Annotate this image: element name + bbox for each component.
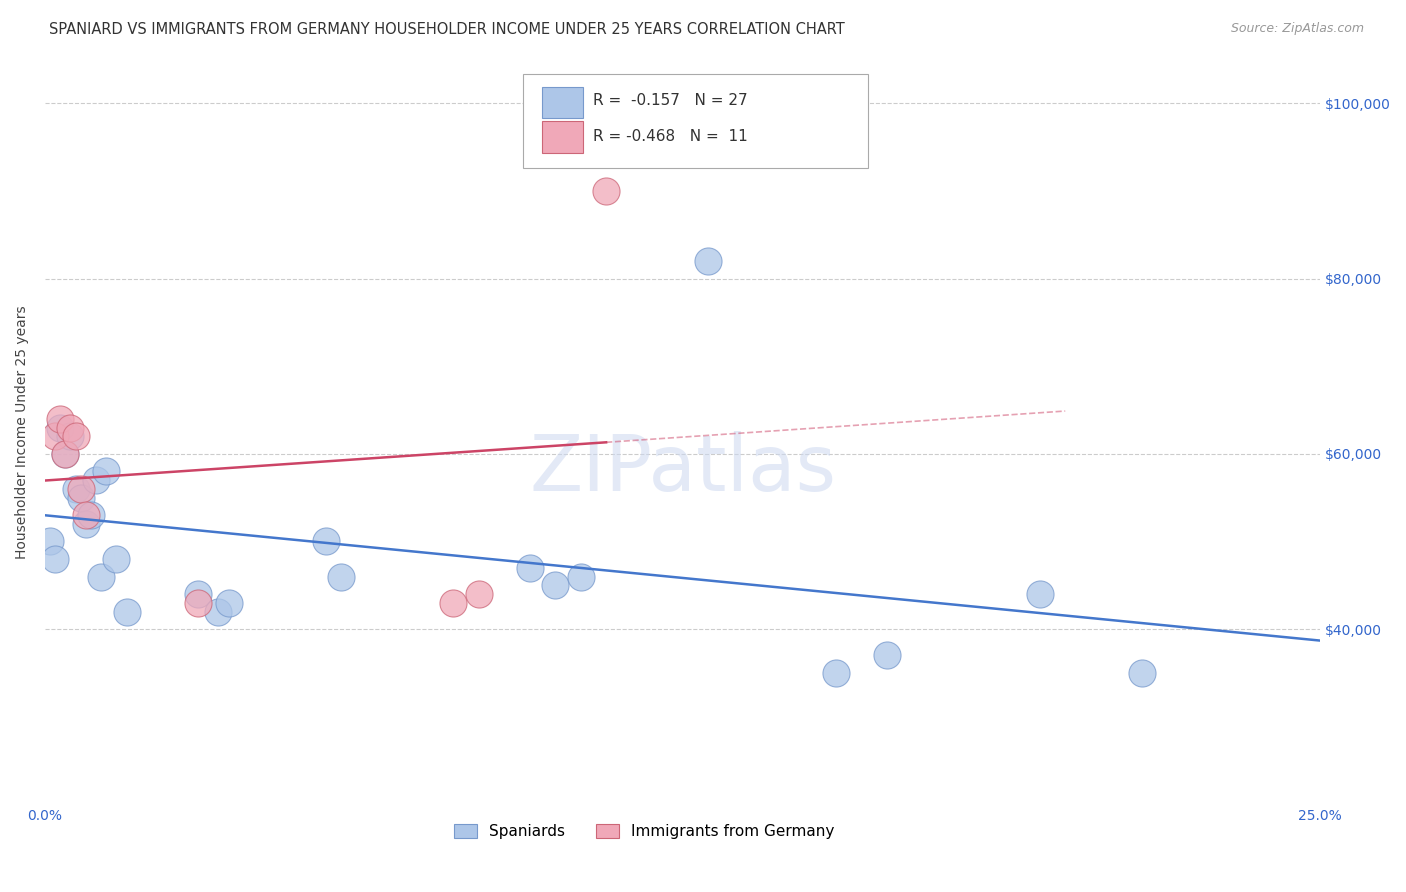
Point [1028,587,1050,601]
Point [59,429,82,443]
Point [90,569,112,583]
Point [569,569,592,583]
Point [467,587,489,601]
Point [595,184,617,198]
Point [187,587,209,601]
Y-axis label: Householder Income Under 25 years: Householder Income Under 25 years [15,305,30,558]
Point [218,596,240,610]
Text: R =  -0.157   N = 27: R = -0.157 N = 27 [593,93,748,108]
Point [65,482,87,496]
Point [441,596,464,610]
Point [80,508,103,523]
FancyBboxPatch shape [543,121,583,153]
Point [544,578,567,592]
Point [59,420,82,434]
Point [1130,665,1153,680]
Point [207,605,229,619]
Point [315,534,337,549]
Point [105,552,128,566]
Text: Source: ZipAtlas.com: Source: ZipAtlas.com [1230,22,1364,36]
Point [75,516,97,531]
Point [49,420,72,434]
Point [84,473,107,487]
Point [96,464,118,478]
FancyBboxPatch shape [523,75,868,168]
Point [39,534,62,549]
Text: R = -0.468   N =  11: R = -0.468 N = 11 [593,128,748,144]
Point [65,429,87,443]
Point [49,412,72,426]
Point [519,560,541,574]
Point [187,596,209,610]
Point [75,508,97,523]
Point [44,552,66,566]
Point [44,429,66,443]
Point [876,648,898,663]
Point [53,447,76,461]
Point [115,605,138,619]
Point [69,482,91,496]
Legend: Spaniards, Immigrants from Germany: Spaniards, Immigrants from Germany [449,818,841,845]
Point [697,254,720,268]
Point [53,447,76,461]
FancyBboxPatch shape [543,87,583,119]
Point [329,569,352,583]
Text: SPANIARD VS IMMIGRANTS FROM GERMANY HOUSEHOLDER INCOME UNDER 25 YEARS CORRELATIO: SPANIARD VS IMMIGRANTS FROM GERMANY HOUS… [49,22,845,37]
Point [824,665,846,680]
Text: ZIPatlas: ZIPatlas [529,431,837,508]
Point [69,491,91,505]
